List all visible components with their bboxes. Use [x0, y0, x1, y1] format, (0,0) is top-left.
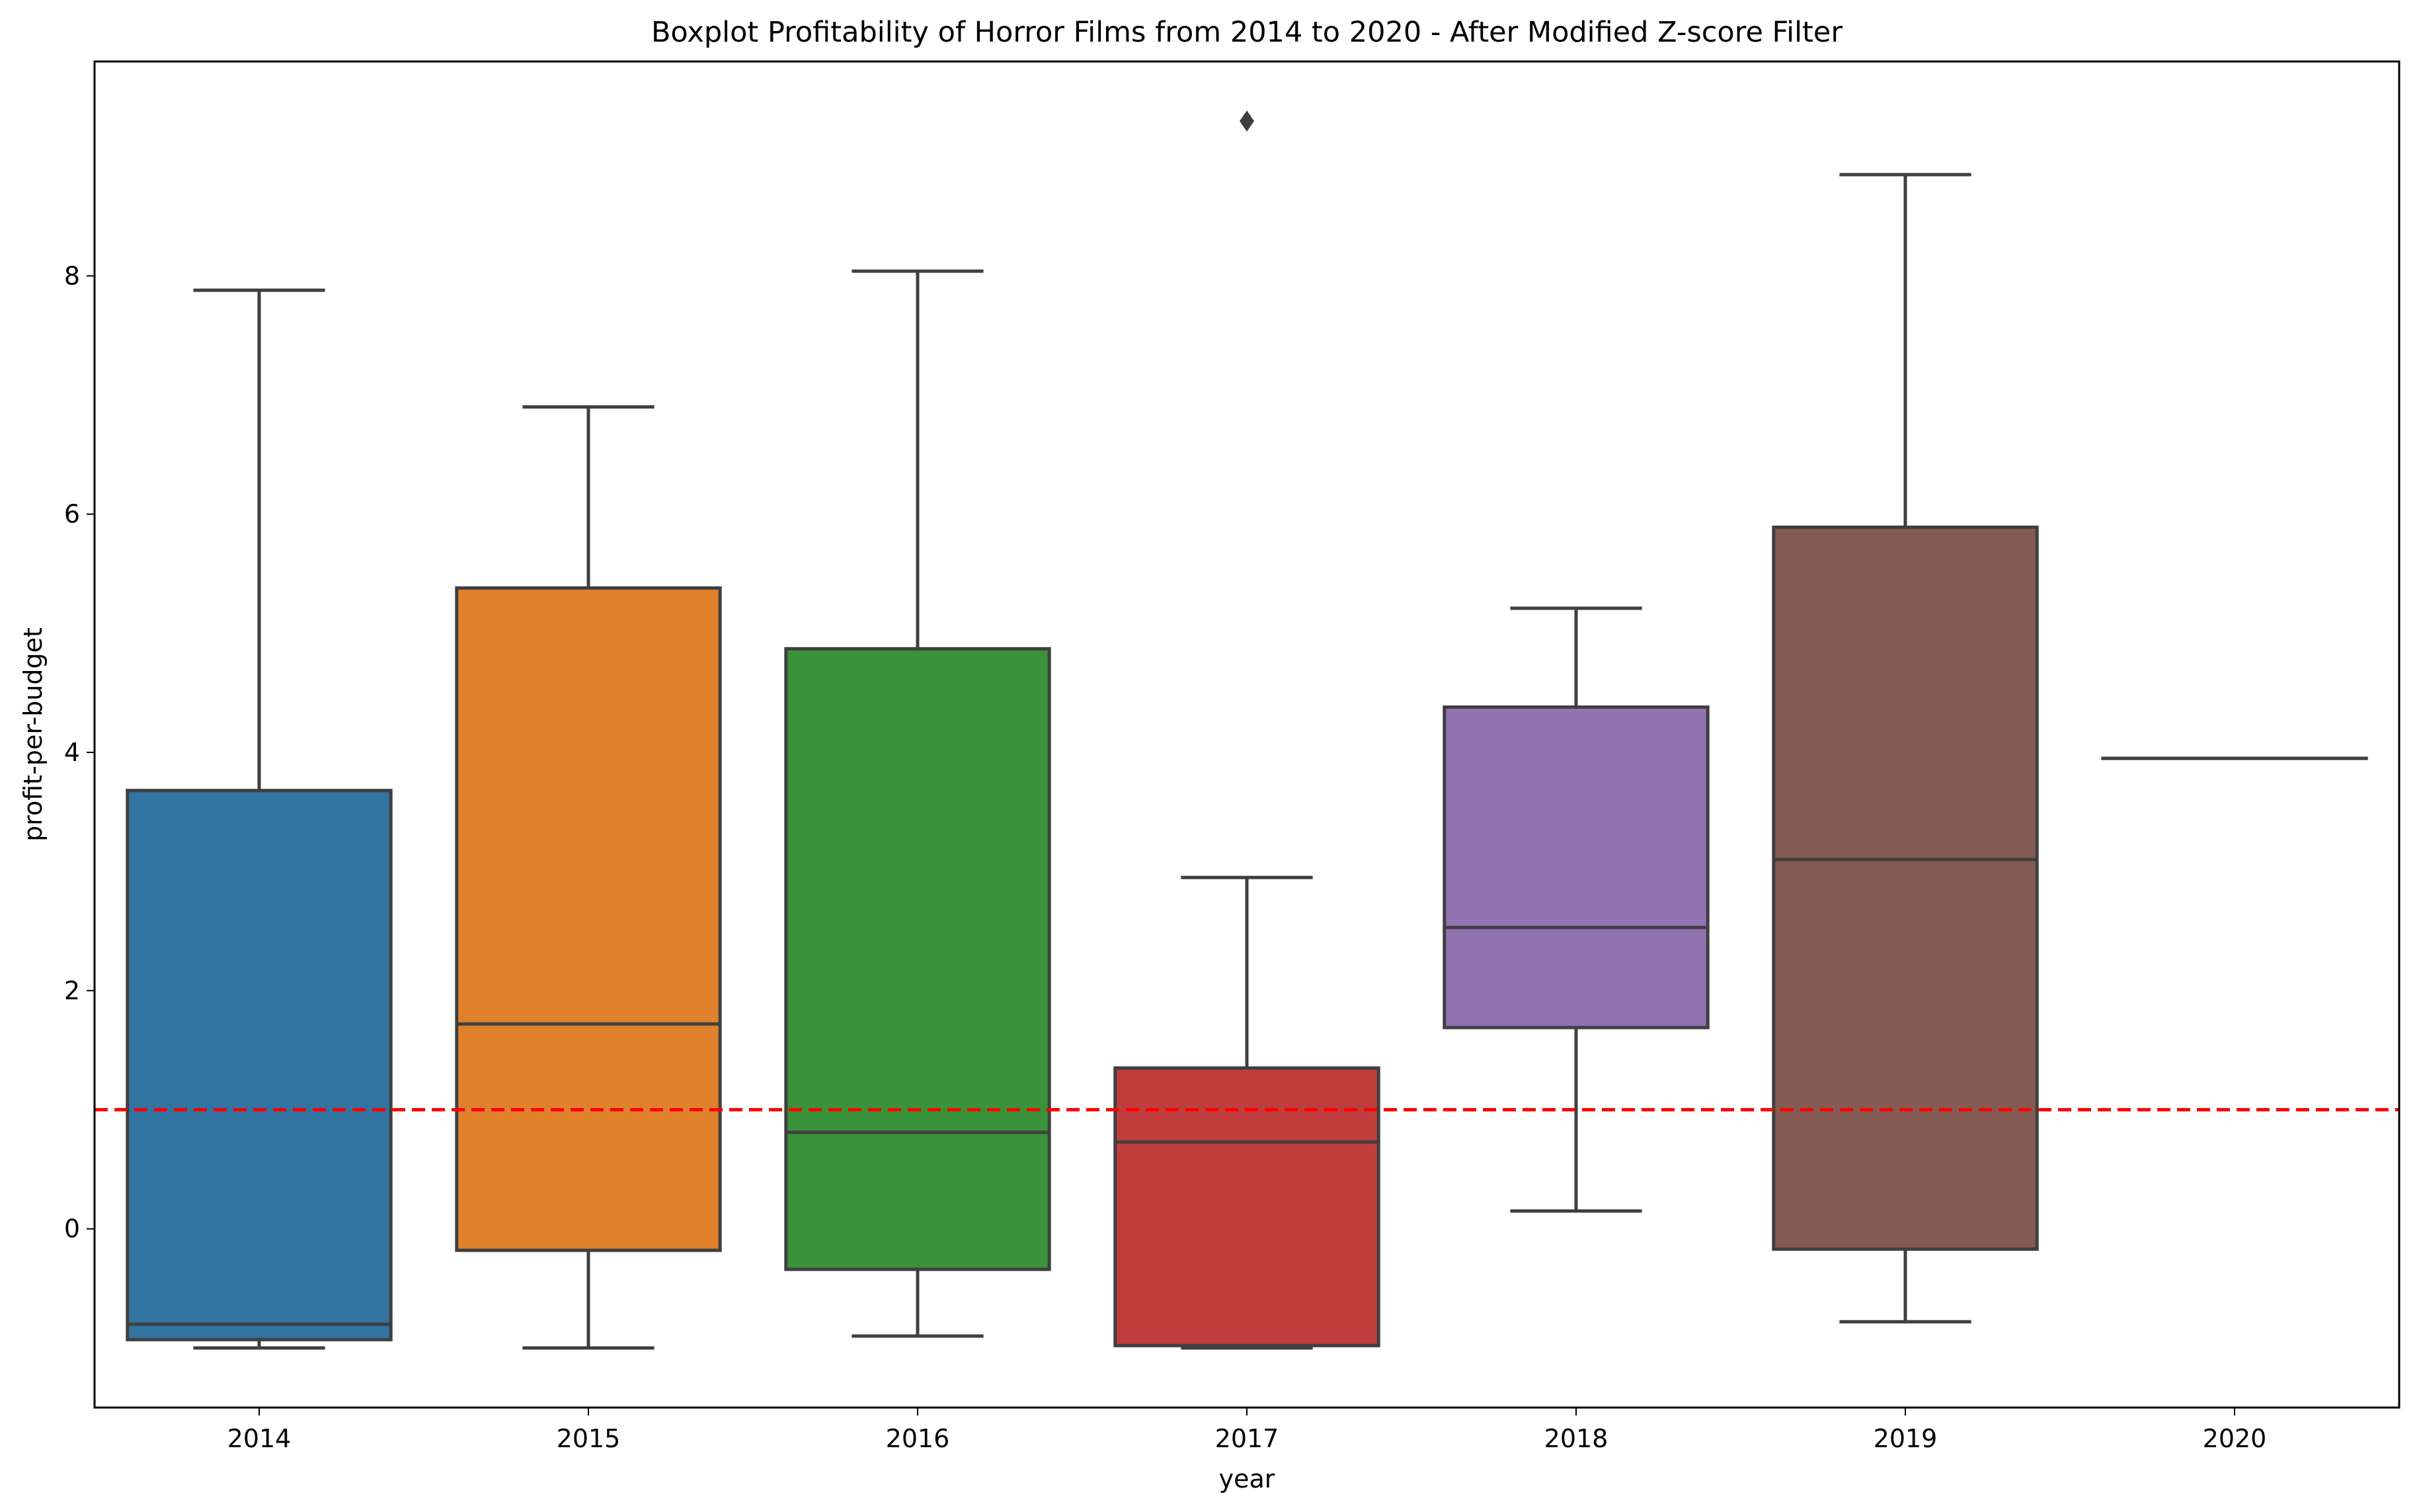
box-2019 [1772, 525, 2039, 1251]
plot-area [95, 110, 2399, 1350]
box-2018 [1443, 705, 1710, 1029]
x-tick-label-2020: 2020 [2203, 1424, 2267, 1453]
x-tick-label-2017: 2017 [1215, 1424, 1279, 1453]
x-tick-label-2018: 2018 [1544, 1424, 1608, 1453]
box-2015 [455, 586, 722, 1252]
box-group-2015 [455, 405, 722, 1350]
chart-title: Boxplot Profitability of Horror Films fr… [651, 16, 1843, 49]
box-2016 [784, 647, 1051, 1271]
box-group-2018 [1443, 606, 1710, 1213]
x-tick-label-2016: 2016 [886, 1424, 950, 1453]
x-tick-label-2015: 2015 [557, 1424, 621, 1453]
box-2017 [1113, 1066, 1380, 1347]
outlier-2017-0 [1240, 110, 1254, 132]
y-tick-label-4: 4 [64, 738, 80, 767]
y-tick-label-0: 0 [64, 1214, 80, 1244]
y-axis-ticks: 0 2 4 6 8 [64, 261, 95, 1244]
y-axis-label: profit-per-budget [19, 627, 48, 842]
x-axis-label: year [1219, 1464, 1275, 1493]
box-group-2019 [1772, 173, 2039, 1324]
box-group-2014 [126, 288, 393, 1350]
x-axis-ticks: 2014 2015 2016 2017 2018 2019 2020 [227, 1408, 2267, 1453]
y-tick-label-6: 6 [64, 500, 80, 529]
x-tick-label-2019: 2019 [1874, 1424, 1938, 1453]
box-2014 [126, 789, 393, 1341]
box-group-2016 [784, 269, 1051, 1338]
y-tick-label-2: 2 [64, 976, 80, 1005]
box-group-2017 [1113, 110, 1380, 1350]
x-tick-label-2014: 2014 [227, 1424, 292, 1453]
y-tick-label-8: 8 [64, 261, 80, 290]
